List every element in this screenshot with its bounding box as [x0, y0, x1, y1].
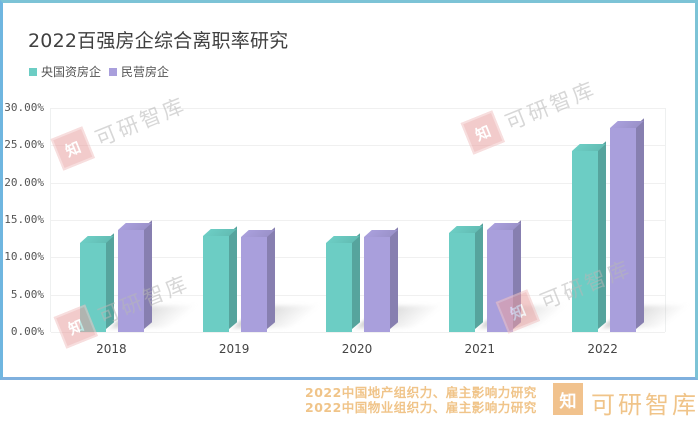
legend-swatch-soe-icon [29, 67, 37, 76]
bar-front [80, 243, 107, 332]
y-tick-label: 10.00% [4, 250, 44, 264]
bar-2022-private[interactable] [609, 118, 644, 332]
bar-2018-private[interactable] [118, 220, 153, 332]
footer-text: 2022中国地产组织力、雇主影响力研究 2022中国物业组织力、雇主影响力研究 [305, 385, 537, 415]
bar-side [474, 223, 483, 329]
x-tick-label: 2020 [341, 342, 373, 356]
bar-side [635, 118, 644, 329]
y-tick-label: 0.00% [10, 325, 44, 338]
y-tick-label: 5.00% [10, 287, 44, 301]
chart-legend: 央国资房企 民营房企 [29, 63, 177, 80]
bar-2021-private[interactable] [486, 220, 521, 332]
footer-line-1: 2022中国地产组织力、雇主影响力研究 [305, 385, 537, 400]
gridline [51, 220, 665, 221]
legend-label-private: 民营房企 [121, 65, 170, 79]
bar-side [512, 220, 521, 329]
legend-item-private: 民营房企 [109, 63, 169, 80]
gridline [51, 108, 665, 109]
legend-item-soe: 央国资房企 [29, 63, 101, 80]
bar-2019-soe[interactable] [203, 226, 238, 332]
bar-side [144, 220, 153, 329]
bar-front [203, 236, 230, 332]
y-tick-label: 15.00% [4, 213, 44, 226]
bar-front [118, 230, 145, 332]
bar-side [267, 227, 276, 329]
bar-front [571, 151, 598, 332]
bar-front [609, 128, 636, 332]
footer-brand: 可研智库 [591, 391, 699, 419]
bar-2022-soe[interactable] [571, 141, 606, 332]
y-tick-label: 30.00% [4, 101, 44, 114]
bar-2021-soe[interactable] [448, 223, 483, 332]
legend-label-soe: 央国资房企 [41, 65, 102, 79]
bar-side [597, 141, 606, 329]
bar-front [241, 237, 268, 332]
chart-title: 2022百强房企综合离职率研究 [28, 30, 289, 52]
x-tick-label: 2021 [464, 342, 496, 356]
gridline [51, 145, 665, 147]
footer-line-2: 2022中国物业组织力、雇主影响力研究 [305, 400, 537, 415]
y-tick-label: 25.00% [4, 138, 44, 152]
bar-front [326, 243, 352, 332]
bar-2020-soe[interactable] [326, 233, 360, 332]
bar-side [229, 226, 238, 329]
bar-front [364, 237, 390, 332]
bar-2019-private[interactable] [241, 227, 276, 332]
y-tick-label: 20.00% [4, 175, 44, 189]
bar-front [486, 230, 513, 332]
plot-area [50, 108, 689, 333]
bar-side [352, 233, 360, 329]
legend-swatch-private-icon [109, 67, 118, 76]
x-tick-label: 2018 [96, 342, 127, 356]
gridline [51, 182, 665, 184]
bar-side [106, 233, 115, 329]
footer-logo-icon: 知 [553, 383, 583, 415]
gridline [51, 332, 665, 333]
bar-side [390, 227, 398, 329]
x-tick-label: 2019 [218, 342, 250, 356]
bar-2018-soe[interactable] [80, 233, 115, 332]
bar-front [448, 233, 475, 332]
bar-2020-private[interactable] [364, 227, 398, 332]
x-tick-label: 2022 [587, 342, 618, 356]
